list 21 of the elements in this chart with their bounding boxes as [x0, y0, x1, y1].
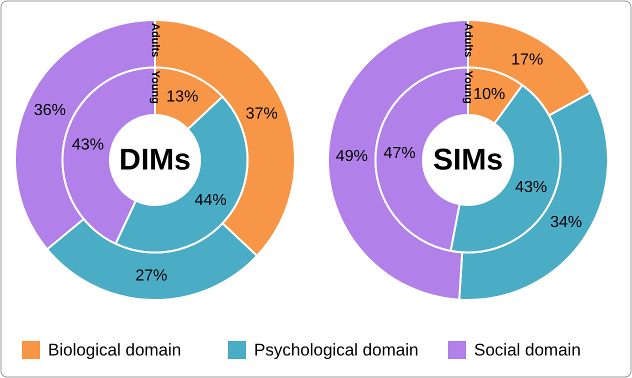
- legend-label: Psychological domain: [254, 340, 418, 360]
- data-label: 36%: [34, 102, 66, 120]
- data-label: 44%: [194, 192, 227, 209]
- data-label: 37%: [246, 105, 278, 122]
- data-label: 49%: [336, 148, 368, 165]
- data-label: 17%: [511, 51, 544, 68]
- data-label: 10%: [473, 86, 506, 104]
- data-label: 34%: [550, 214, 582, 231]
- text: DIMs: [119, 144, 191, 176]
- slice-label: Young: [148, 70, 161, 104]
- legend-label: Social domain: [474, 340, 581, 360]
- data-label: 13%: [166, 88, 198, 106]
- legend-label: Biological domain: [48, 340, 182, 360]
- slice-label: Young: [462, 70, 474, 104]
- data-label: 43%: [72, 136, 104, 154]
- text: SIMs: [432, 144, 504, 176]
- slice-label: Adults: [148, 23, 161, 58]
- data-label: 47%: [384, 145, 416, 162]
- data-label: 27%: [135, 268, 168, 285]
- slice-label: Adults: [462, 23, 474, 58]
- data-label: 43%: [515, 178, 548, 196]
